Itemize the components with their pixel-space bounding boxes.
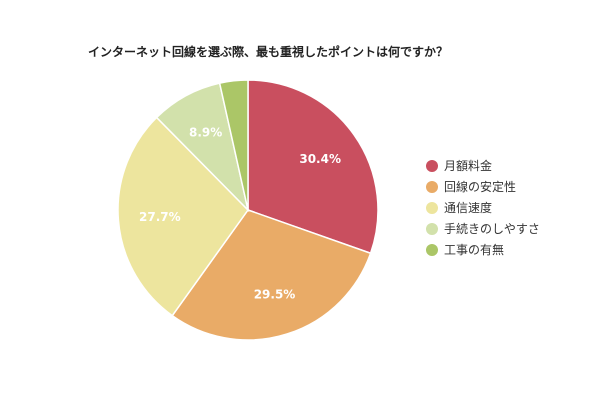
legend-label-2: 回線の安定性 bbox=[444, 179, 516, 194]
pie-labels: 30.4% 29.5% 27.7% 8.9% bbox=[139, 125, 341, 301]
legend-label-1: 月額料金 bbox=[444, 158, 492, 173]
pie-slice-2 bbox=[171, 209, 372, 341]
chart-title: インターネット回線を選ぶ際、最も重視したポイントは何ですか？ bbox=[88, 44, 448, 59]
pie-slice-label-1: 30.4% bbox=[299, 152, 341, 166]
legend-marker-5 bbox=[426, 244, 438, 256]
legend-label-4: 手続きのしやすさ bbox=[444, 222, 540, 236]
legend-label-5: 工事の有無 bbox=[444, 242, 504, 257]
legend-marker-4 bbox=[426, 223, 438, 235]
legend-marker-1 bbox=[426, 160, 438, 172]
pie-slice-label-4: 8.9% bbox=[189, 125, 222, 139]
pie-slice-label-3: 27.7% bbox=[139, 210, 181, 224]
pie-slice-label-2: 29.5% bbox=[254, 287, 296, 301]
pie-slice-5 bbox=[218, 79, 249, 211]
legend-label-3: 通信速度 bbox=[444, 200, 492, 215]
pie-slice-3 bbox=[117, 116, 249, 317]
legend-marker-2 bbox=[426, 181, 438, 193]
pie-slice-1 bbox=[247, 79, 379, 255]
legend-marker-3 bbox=[426, 202, 438, 214]
pie-slices bbox=[117, 79, 379, 341]
